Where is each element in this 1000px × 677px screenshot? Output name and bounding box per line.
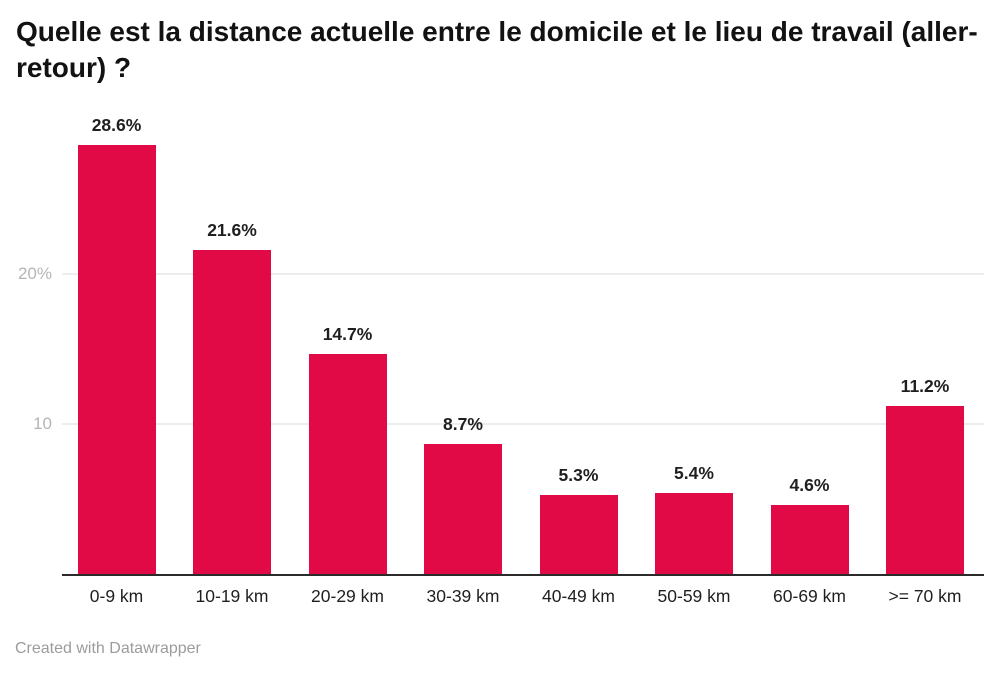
bar-value-label: 28.6% (91, 115, 142, 135)
bar-value-label: 5.4% (674, 463, 714, 483)
bar[interactable] (886, 406, 964, 574)
x-axis-tick-label: >= 70 km (888, 586, 962, 606)
x-axis-tick-label: 40-49 km (542, 586, 615, 606)
bar[interactable] (77, 145, 156, 574)
x-axis-tick-label: 50-59 km (657, 586, 731, 606)
bar[interactable] (424, 443, 502, 574)
bar[interactable] (770, 505, 849, 574)
bar-value-label: 21.6% (207, 220, 257, 240)
x-axis-line (62, 574, 984, 576)
bar[interactable] (539, 494, 618, 574)
x-axis-tick-label: 0-9 km (89, 586, 144, 606)
x-axis-tick-label: 10-19 km (195, 586, 269, 606)
bar-value-label: 14.7% (322, 323, 373, 344)
bar-value-label: 8.7% (443, 413, 483, 434)
bar[interactable] (655, 493, 733, 574)
chart-footer: Created with Datawrapper (15, 640, 201, 658)
bar[interactable] (193, 250, 271, 574)
bar-value-label: 4.6% (789, 475, 830, 495)
x-axis-tick-label: 30-39 km (426, 586, 500, 606)
bar[interactable] (308, 353, 387, 574)
x-axis-tick-label: 20-29 km (311, 586, 384, 606)
y-axis-tick-label: 20% (17, 264, 52, 283)
chart-title: Quelle est la distance actuelle entre le… (16, 16, 978, 83)
y-axis-tick-label: 10 (33, 414, 52, 433)
bar-value-label: 11.2% (900, 376, 950, 396)
y-gridline (62, 423, 984, 425)
datawrapper-attribution-link[interactable]: Created with Datawrapper (15, 640, 201, 657)
y-gridline (62, 273, 984, 275)
x-axis-tick-label: 60-69 km (773, 586, 846, 606)
bar-value-label: 5.3% (558, 464, 599, 485)
